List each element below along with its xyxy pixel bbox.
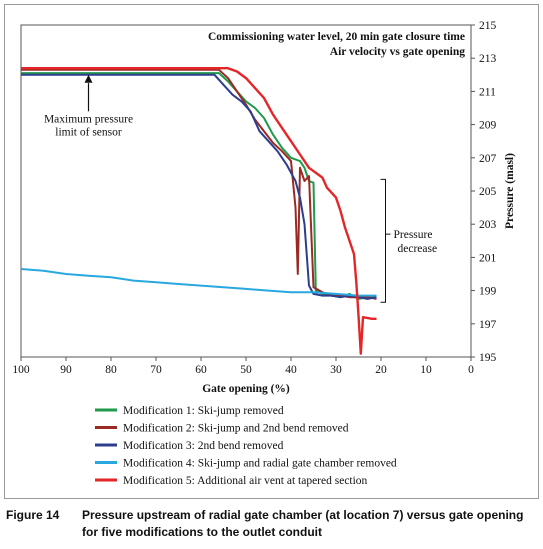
y-axis-title: Pressure (masl) — [504, 153, 516, 229]
pressure-decrease-bracket — [380, 178, 391, 303]
series-line-modification-3 — [21, 73, 377, 300]
sensor-limit-arrowhead — [84, 74, 93, 83]
x-tick-label: 80 — [105, 364, 117, 376]
legend-label-modification-2: Modification 2: Ski-jump and 2nd bend re… — [123, 423, 349, 435]
series-line-modification-1 — [21, 72, 377, 300]
figure-frame: 100 90 80 70 60 50 40 30 20 10 0 195 197 199 201 203 205… — [4, 4, 539, 499]
legend-label-modification-5: Modification 5: Additional air vent at t… — [123, 475, 368, 487]
x-tick-label: 20 — [375, 364, 387, 376]
x-tick-label: 10 — [420, 364, 432, 376]
caption-label: Figure 14 — [6, 508, 60, 522]
y-tick-label: 197 — [479, 319, 497, 331]
y-tick-label: 205 — [479, 186, 497, 198]
chart-title-line1: Commissioning water level, 20 min gate c… — [208, 31, 465, 43]
legend-label-modification-4: Modification 4: Ski-jump and radial gate… — [123, 458, 397, 470]
x-tick-label: 60 — [195, 364, 207, 376]
x-tick-label: 70 — [150, 364, 162, 376]
y-tick-label: 203 — [479, 219, 497, 231]
x-tick-label: 100 — [12, 364, 30, 376]
series-line-modification-2 — [21, 68, 377, 300]
y-tick-label: 213 — [479, 53, 497, 65]
y-tick-label: 209 — [479, 120, 497, 132]
y-tick-label: 207 — [479, 153, 497, 165]
legend: Modification 1: Ski-jump removed Modifica… — [95, 405, 397, 487]
x-tick-label: 90 — [60, 364, 72, 376]
sensor-limit-label-line1: Maximum pressure — [44, 113, 133, 125]
caption-text: Pressure upstream of radial gate chamber… — [82, 508, 524, 539]
y-tick-label: 201 — [479, 252, 497, 264]
legend-label-modification-3: Modification 3: 2nd bend removed — [123, 440, 284, 452]
y-tick-label: 199 — [479, 286, 497, 298]
chart-title-line2: Air velocity vs gate opening — [330, 46, 465, 58]
x-tick-label: 40 — [285, 364, 297, 376]
y-tick-label: 211 — [479, 86, 496, 98]
y-tick-label: 215 — [479, 20, 497, 32]
x-axis-title: Gate opening (%) — [202, 383, 290, 395]
y-tick-label: 195 — [479, 352, 497, 364]
sensor-limit-label-line2: limit of sensor — [55, 126, 122, 138]
pressure-decrease-label-line2: decrease — [398, 243, 438, 255]
x-tick-label: 50 — [240, 364, 252, 376]
x-tick-label: 30 — [330, 364, 342, 376]
pressure-decrease-label-line1: Pressure — [394, 229, 433, 241]
series-line-modification-4 — [20, 268, 377, 297]
x-tick-label: 0 — [468, 364, 474, 376]
series-group — [20, 67, 377, 355]
figure-caption: Figure 14 Pressure upstream of radial ga… — [6, 507, 536, 541]
legend-label-modification-1: Modification 1: Ski-jump removed — [123, 405, 284, 417]
tick-group: 100 90 80 70 60 50 40 30 20 10 0195197199201203205… — [12, 20, 496, 376]
chart: 100 90 80 70 60 50 40 30 20 10 0195197199201203205… — [12, 20, 516, 487]
series-line-modification-5 — [21, 67, 377, 355]
